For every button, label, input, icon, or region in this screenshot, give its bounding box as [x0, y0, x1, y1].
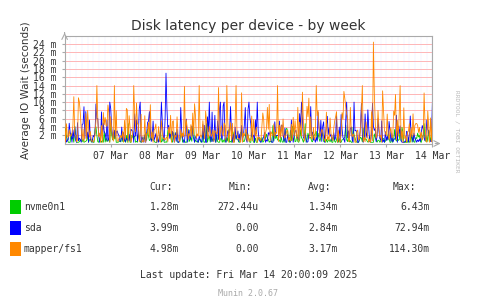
Text: nvme0n1: nvme0n1: [24, 202, 65, 212]
Text: 72.94m: 72.94m: [395, 223, 430, 233]
Text: 0.00: 0.00: [235, 223, 258, 233]
Text: 4.98m: 4.98m: [150, 244, 179, 254]
Text: 0.00: 0.00: [235, 244, 258, 254]
Text: 114.30m: 114.30m: [389, 244, 430, 254]
Text: Last update: Fri Mar 14 20:00:09 2025: Last update: Fri Mar 14 20:00:09 2025: [140, 270, 357, 280]
Y-axis label: Average IO Wait (seconds): Average IO Wait (seconds): [21, 21, 31, 158]
Text: Cur:: Cur:: [149, 182, 172, 192]
Text: sda: sda: [24, 223, 41, 233]
Text: 3.17m: 3.17m: [309, 244, 338, 254]
Text: Munin 2.0.67: Munin 2.0.67: [219, 289, 278, 298]
Text: mapper/fs1: mapper/fs1: [24, 244, 83, 254]
Text: RRDTOOL / TOBI OETIKER: RRDTOOL / TOBI OETIKER: [455, 90, 460, 172]
Text: 3.99m: 3.99m: [150, 223, 179, 233]
Text: 272.44u: 272.44u: [217, 202, 258, 212]
Text: Min:: Min:: [229, 182, 252, 192]
Text: 1.34m: 1.34m: [309, 202, 338, 212]
Text: 6.43m: 6.43m: [401, 202, 430, 212]
Text: 1.28m: 1.28m: [150, 202, 179, 212]
Text: Avg:: Avg:: [308, 182, 331, 192]
Text: Max:: Max:: [393, 182, 416, 192]
Title: Disk latency per device - by week: Disk latency per device - by week: [131, 19, 366, 33]
Text: 2.84m: 2.84m: [309, 223, 338, 233]
